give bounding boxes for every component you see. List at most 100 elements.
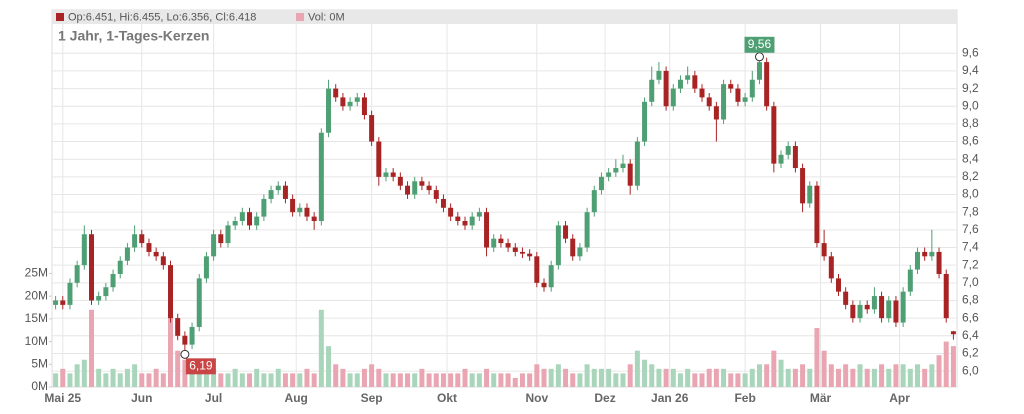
candle-body: [893, 300, 899, 323]
candle-body: [764, 62, 770, 107]
volume-bar: [448, 373, 454, 387]
volume-bar: [807, 368, 813, 387]
candle-body: [146, 243, 152, 252]
candle-body: [347, 101, 353, 107]
legend-volume: Vol: 0M: [308, 11, 345, 23]
candle-body: [721, 84, 727, 120]
candle-body: [735, 88, 741, 102]
candle-body: [864, 304, 870, 310]
candle-body: [132, 234, 138, 248]
candle-body: [182, 335, 188, 345]
volume-bar: [670, 368, 676, 387]
candle-body: [196, 278, 202, 327]
candle-body: [950, 331, 956, 335]
chart-subtitle: 1 Jahr, 1-Tages-Kerzen: [58, 28, 209, 44]
volume-bar: [907, 368, 913, 387]
volume-bar: [124, 368, 130, 387]
volume-tick-label: 10M: [25, 334, 48, 348]
volume-bar: [649, 364, 655, 387]
volume-bar: [563, 368, 569, 387]
candle-body: [412, 181, 418, 195]
candle-body: [247, 212, 253, 226]
candle-body: [656, 70, 662, 80]
candle-body: [699, 88, 705, 98]
candle-body: [390, 172, 396, 177]
volume-bar: [713, 368, 719, 387]
volume-bar: [419, 368, 425, 387]
extreme-marker: [754, 52, 764, 62]
volume-bar: [634, 350, 640, 387]
volume-bar: [168, 314, 174, 387]
candle-body: [433, 190, 439, 199]
candle-body: [81, 234, 87, 266]
candle-body: [929, 251, 935, 257]
annotation-label: 6,19: [189, 359, 213, 373]
y-tick-label: 7,6: [962, 222, 979, 236]
x-tick-label: Jul: [205, 391, 222, 405]
volume-bar: [146, 373, 152, 387]
volume-bar: [361, 368, 367, 387]
y-tick-label: 8,2: [962, 169, 979, 183]
candle-body: [577, 247, 583, 257]
candle-body: [584, 212, 590, 248]
volume-bar: [81, 359, 87, 387]
candle-body: [376, 141, 382, 177]
volume-bar: [656, 368, 662, 387]
candle-body: [462, 221, 468, 226]
volume-bar: [440, 373, 446, 387]
volume-bar: [606, 368, 612, 387]
volume-bar: [297, 373, 303, 387]
volume-bar: [613, 373, 619, 387]
volume-bar: [326, 346, 332, 387]
candle-body: [153, 251, 159, 257]
volume-bar: [721, 368, 727, 387]
volume-bar: [519, 373, 525, 387]
candle-body: [168, 265, 174, 319]
volume-bar: [512, 377, 518, 387]
volume-bar: [103, 373, 109, 387]
volume-bar: [218, 373, 224, 387]
candle-body: [728, 84, 734, 89]
x-tick-label: Jan 26: [651, 391, 689, 405]
volume-bar: [189, 368, 195, 387]
candle-body: [333, 88, 339, 98]
volume-bar: [778, 359, 784, 387]
candle-body: [505, 243, 511, 248]
y-tick-label: 7,2: [962, 257, 979, 271]
legend-bar: [52, 10, 957, 24]
candle-body: [670, 88, 676, 107]
volume-bar: [333, 364, 339, 387]
candle-body: [318, 132, 324, 222]
candle-body: [254, 216, 260, 226]
candle-body: [886, 300, 892, 319]
candle-body: [706, 97, 712, 107]
volume-bar: [900, 364, 906, 387]
volume-bar: [677, 373, 683, 387]
y-tick-label: 6,6: [962, 310, 979, 324]
volume-bar: [60, 368, 66, 387]
candle-body: [74, 265, 80, 283]
candle-body: [713, 106, 719, 120]
candle-body: [649, 79, 655, 102]
candle-body: [189, 326, 195, 345]
candle-body: [96, 296, 102, 301]
candle-body: [606, 172, 612, 177]
volume-bar: [282, 373, 288, 387]
volume-bar: [893, 364, 899, 387]
x-tick-label: Mär: [810, 391, 832, 405]
volume-bar: [764, 364, 770, 387]
volume-bar: [534, 364, 540, 387]
volume-bar: [318, 309, 324, 387]
legend-ohlc: Op:6.451, Hi:6.455, Lo:6.356, Cl:6.418: [68, 11, 256, 23]
candle-body: [742, 97, 748, 102]
candle-body: [67, 282, 73, 305]
volume-bar: [627, 364, 633, 387]
volume-bar: [692, 373, 698, 387]
volume-bar: [67, 373, 73, 387]
candle-body: [290, 198, 296, 213]
candle-body: [311, 216, 317, 222]
volume-bar: [390, 373, 396, 387]
volume-bar: [196, 368, 202, 387]
volume-tick-label: 20M: [25, 288, 48, 302]
candle-body: [907, 269, 913, 292]
